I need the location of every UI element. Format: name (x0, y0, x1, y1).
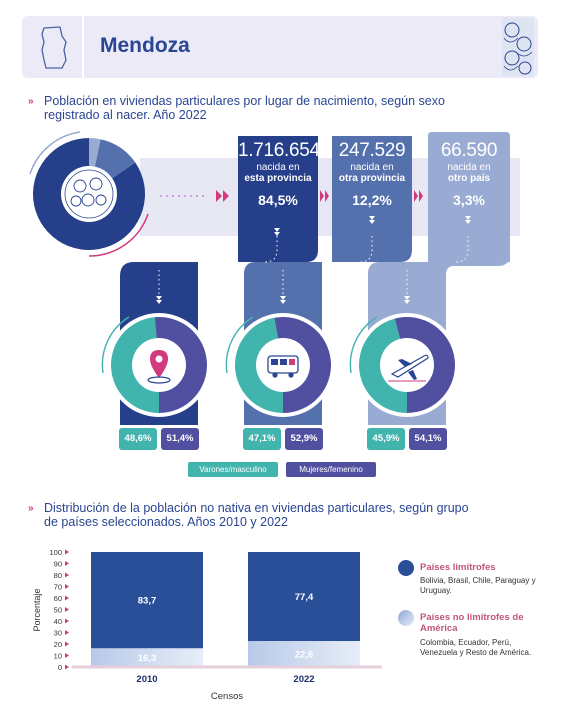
double-chevron-icon (414, 190, 423, 202)
map-pin-icon (147, 350, 171, 384)
male-share-otro-pais: 45,9% (367, 428, 405, 450)
y-tick-label: 70 (54, 583, 62, 592)
faces-icon (70, 177, 107, 207)
bus-icon (267, 355, 299, 378)
y-tick-marker (65, 549, 69, 555)
faces-illustration (502, 18, 534, 76)
y-tick-marker (65, 561, 69, 566)
panel-otro-pais: 66.590 nacida en otro país 3,3% (428, 140, 510, 208)
donut-accent-arc (101, 316, 130, 374)
x-axis-label: Censos (211, 691, 243, 702)
y-tick-label: 40 (54, 617, 62, 626)
y-tick-label: 0 (58, 663, 62, 672)
down-arrow-icons (156, 216, 471, 304)
legend-swatch (398, 560, 414, 576)
bars: 16,3 83,7 2010 22,6 77,4 2022 (91, 552, 360, 685)
panel-number: 247.529 (338, 140, 406, 161)
y-tick-label: 80 (54, 571, 62, 580)
y-tick-marker (65, 630, 69, 635)
panel-percent: 3,3% (453, 192, 485, 208)
y-tick-marker (65, 664, 69, 670)
panel-otra-provincia: 247.529 nacida en otra provincia 12,2% (332, 140, 412, 208)
section-marker-icon: » (28, 96, 34, 107)
female-share-otra-provincia: 52,9% (285, 428, 323, 450)
panel-percent: 12,2% (352, 192, 392, 208)
bar-value-label: 16,3 (138, 653, 157, 664)
donut-accent-arc (349, 316, 378, 374)
donut-accent-arc (225, 316, 254, 374)
legend-male: Varones/masculino (188, 462, 278, 477)
header-banner: Mendoza (22, 16, 538, 78)
y-tick-label: 100 (49, 548, 62, 557)
double-chevron-icon (320, 190, 329, 202)
y-tick-label: 50 (54, 606, 62, 615)
y-axis: 0 10 20 30 40 50 60 70 80 90 100 (49, 548, 69, 672)
bar-no-limitrofes (248, 641, 360, 667)
legend-female: Mujeres/femenino (286, 462, 376, 477)
legend-swatch (398, 610, 414, 626)
bar-value-label: 77,4 (295, 592, 314, 603)
y-tick-label: 60 (54, 594, 62, 603)
airplane-icon (388, 354, 429, 382)
panel-percent: 84,5% (258, 192, 298, 208)
bar-limitrofes (91, 552, 203, 649)
male-share-esta-provincia: 48,6% (119, 428, 157, 450)
x-tick-label: 2010 (136, 674, 157, 685)
page-title: Mendoza (100, 34, 190, 57)
birthplace-pie (29, 131, 149, 257)
y-tick-label: 10 (54, 652, 62, 661)
section-marker-icon: » (28, 503, 34, 514)
y-tick-label: 20 (54, 640, 62, 649)
double-chevron-icon (216, 190, 229, 202)
female-share-esta-provincia: 51,4% (161, 428, 199, 450)
bar-value-label: 22,6 (295, 650, 314, 661)
province-icon-box (22, 16, 84, 78)
section2-title: Distribución de la población no nativa e… (44, 501, 469, 529)
x-tick-label: 2022 (293, 674, 314, 685)
panel-number: 1.716.654 (238, 140, 320, 161)
y-tick-label: 90 (54, 560, 62, 569)
y-axis-label: Porcentaje (32, 588, 42, 631)
y-tick-marker (65, 595, 69, 601)
y-tick-marker (65, 584, 69, 589)
section1-title: Población en viviendas particulares por … (44, 94, 445, 122)
y-tick-marker (65, 641, 69, 647)
bar-no-limitrofes (91, 648, 203, 667)
bar-limitrofes (248, 552, 360, 642)
y-tick-marker (65, 607, 69, 612)
province-map-icon (41, 26, 67, 69)
bar-value-label: 83,7 (138, 596, 157, 607)
y-tick-marker (65, 572, 69, 578)
birthplace-infographic (29, 131, 520, 425)
y-tick-marker (65, 653, 69, 658)
y-tick-label: 30 (54, 629, 62, 638)
panel-number: 66.590 (440, 140, 498, 161)
female-share-otro-pais: 54,1% (409, 428, 447, 450)
panel-esta-provincia: 1.716.654 nacida en esta provincia 84,5% (238, 140, 320, 208)
male-share-otra-provincia: 47,1% (243, 428, 281, 450)
y-tick-marker (65, 618, 69, 624)
